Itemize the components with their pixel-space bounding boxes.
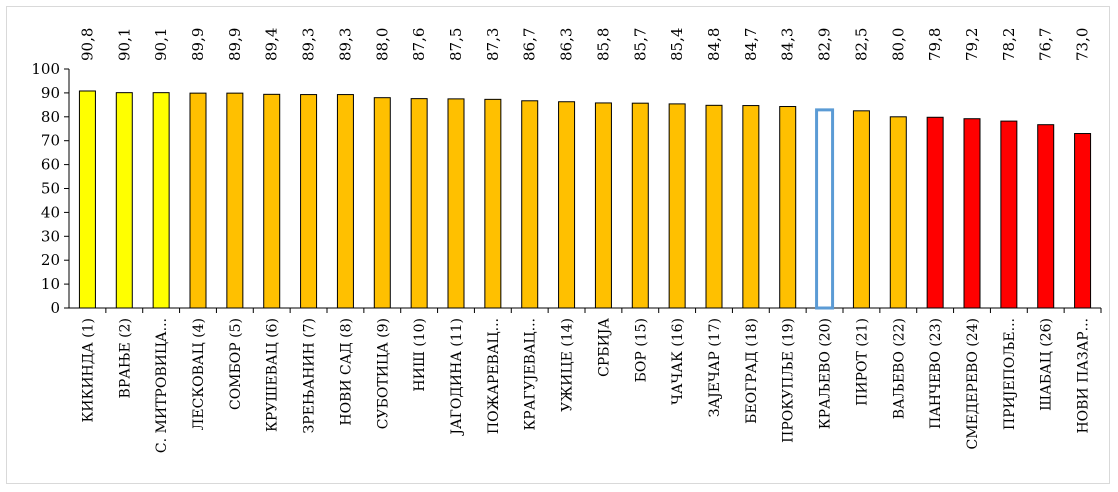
- data-label: 85,4: [668, 28, 686, 61]
- category-label: ШАБАЦ (26): [1039, 318, 1055, 411]
- data-label: 86,3: [558, 28, 576, 61]
- data-label: 76,7: [1037, 28, 1055, 61]
- bar: [152, 92, 170, 309]
- category-label: НОВИ ПАЗАР...: [1076, 318, 1092, 434]
- category-label: ЛЕСКОВАЦ (4): [191, 318, 207, 430]
- y-tick-label: 0: [50, 299, 60, 317]
- category-label: ВРАЊЕ (2): [117, 318, 133, 398]
- bar: [1037, 124, 1055, 309]
- category-label: КРАЉЕВО (20): [818, 318, 834, 429]
- bar: [484, 98, 502, 309]
- data-label: 84,3: [779, 28, 797, 61]
- bar: [852, 110, 870, 309]
- category-label: СОМБОР (5): [228, 318, 244, 410]
- data-label: 87,3: [484, 28, 502, 61]
- data-label: 88,0: [373, 28, 391, 61]
- bar: [115, 92, 133, 309]
- data-label: 86,7: [521, 28, 539, 61]
- data-label: 90,1: [115, 28, 133, 61]
- bar: [558, 101, 576, 309]
- bar: [336, 94, 354, 309]
- bar: [815, 108, 835, 310]
- bar: [594, 102, 612, 309]
- category-label: ВАЉЕВО (22): [891, 318, 907, 419]
- data-label: 80,0: [889, 28, 907, 61]
- data-label: 82,5: [852, 28, 870, 61]
- bar: [742, 105, 760, 309]
- chart-frame: 0 10 20 30 40 50 60 70 80 90 100 90,8 КИКИНДА (1) 90,…: [6, 6, 1110, 484]
- category-label: НОВИ САД (8): [338, 318, 354, 426]
- y-tick-label: 100: [31, 60, 60, 78]
- category-label: ЈАГОДИНА (11): [449, 318, 465, 437]
- category-label: ПАНЧЕВО (23): [928, 318, 944, 429]
- category-label: ЧАЧАК (16): [670, 318, 686, 405]
- data-label: 90,1: [152, 28, 170, 61]
- bar: [1000, 120, 1018, 309]
- data-label: 89,3: [300, 28, 318, 61]
- y-tick-label: 90: [41, 84, 60, 102]
- data-label: 82,9: [816, 28, 834, 61]
- bar: [373, 97, 391, 309]
- bar: [926, 116, 944, 309]
- bar: [631, 102, 649, 309]
- category-label: СРБИЈА: [596, 318, 612, 377]
- data-label: 90,8: [78, 28, 96, 61]
- data-label: 89,9: [226, 28, 244, 61]
- category-label: УЖИЦЕ (14): [560, 318, 576, 412]
- data-label: 73,0: [1074, 28, 1092, 61]
- bar: [226, 92, 244, 309]
- bar: [521, 100, 539, 309]
- y-tick-label: 70: [41, 132, 60, 150]
- data-label: 85,8: [594, 28, 612, 61]
- bar: [705, 104, 723, 309]
- y-tick-label: 50: [41, 180, 60, 198]
- category-label: ПРИЈЕПОЉЕ...: [1002, 318, 1018, 430]
- category-label: ПРОКУПЉЕ (19): [781, 318, 797, 443]
- data-label: 89,9: [189, 28, 207, 61]
- data-label: 79,8: [926, 28, 944, 61]
- category-label: ЗРЕЊАНИН (7): [302, 318, 318, 434]
- data-label: 84,8: [705, 28, 723, 61]
- bar: [447, 98, 465, 309]
- category-label: СМЕДЕРЕВО (24): [965, 318, 981, 449]
- category-label: ПОЖАРЕВАЦ...: [486, 318, 502, 434]
- category-label: ПИРОТ (21): [854, 318, 870, 406]
- data-label: 87,6: [410, 28, 428, 61]
- bar: [889, 116, 907, 309]
- category-label: ЗАЈЕЧАР (17): [707, 318, 723, 417]
- category-label: БОР (15): [633, 318, 649, 382]
- category-label: КРАГУЈЕВАЦ...: [523, 318, 539, 431]
- data-label: 85,7: [631, 28, 649, 61]
- category-label: СУБОТИЦА (9): [375, 318, 391, 429]
- data-label: 89,3: [336, 28, 354, 61]
- bar: [263, 93, 281, 309]
- bar: [189, 92, 207, 309]
- bar: [300, 94, 318, 309]
- data-label: 89,4: [263, 28, 281, 61]
- category-label: С. МИТРОВИЦА...: [154, 318, 170, 453]
- y-tick-label: 80: [41, 108, 60, 126]
- category-label: НИШ (10): [412, 318, 428, 392]
- bar-chart: 0 10 20 30 40 50 60 70 80 90 100 90,8 КИКИНДА (1) 90,…: [31, 28, 1102, 453]
- y-tick-label: 20: [41, 251, 60, 269]
- category-label: КИКИНДА (1): [80, 318, 96, 423]
- y-tick-label: 60: [41, 156, 60, 174]
- y-tick-label: 10: [41, 275, 60, 293]
- category-label: БЕОГРАД (18): [744, 318, 760, 424]
- bar: [963, 118, 981, 309]
- bar: [78, 90, 96, 309]
- data-label: 84,7: [742, 28, 760, 61]
- category-label: КРУШЕВАЦ (6): [265, 318, 281, 432]
- bar: [1074, 133, 1092, 309]
- bar: [410, 98, 428, 309]
- bar: [779, 106, 797, 309]
- data-label: 78,2: [1000, 28, 1018, 61]
- data-label: 79,2: [963, 28, 981, 61]
- bar: [668, 103, 686, 309]
- y-tick-label: 40: [41, 203, 60, 221]
- data-label: 87,5: [447, 28, 465, 61]
- y-tick-label: 30: [41, 227, 60, 245]
